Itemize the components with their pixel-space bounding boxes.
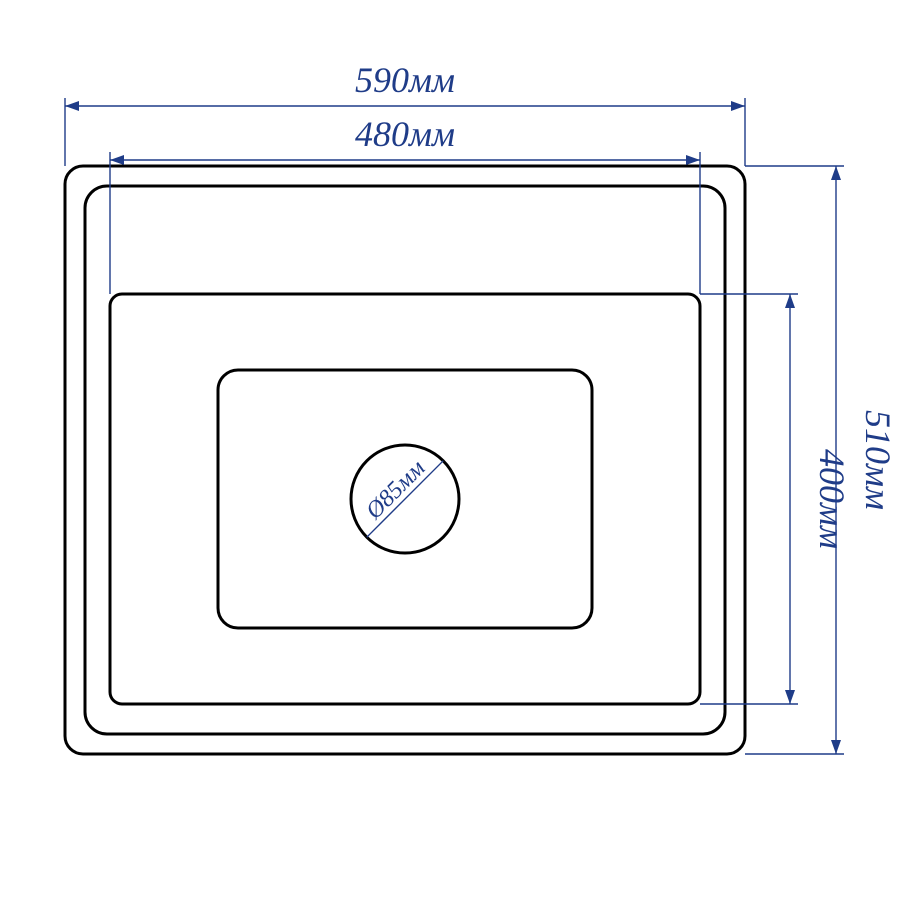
outer-width-label: 590мм bbox=[355, 60, 455, 100]
inner-width-label: 480мм bbox=[355, 114, 455, 154]
outer-height-label: 510мм bbox=[858, 410, 898, 510]
inner-height-label: 400мм bbox=[812, 449, 852, 549]
